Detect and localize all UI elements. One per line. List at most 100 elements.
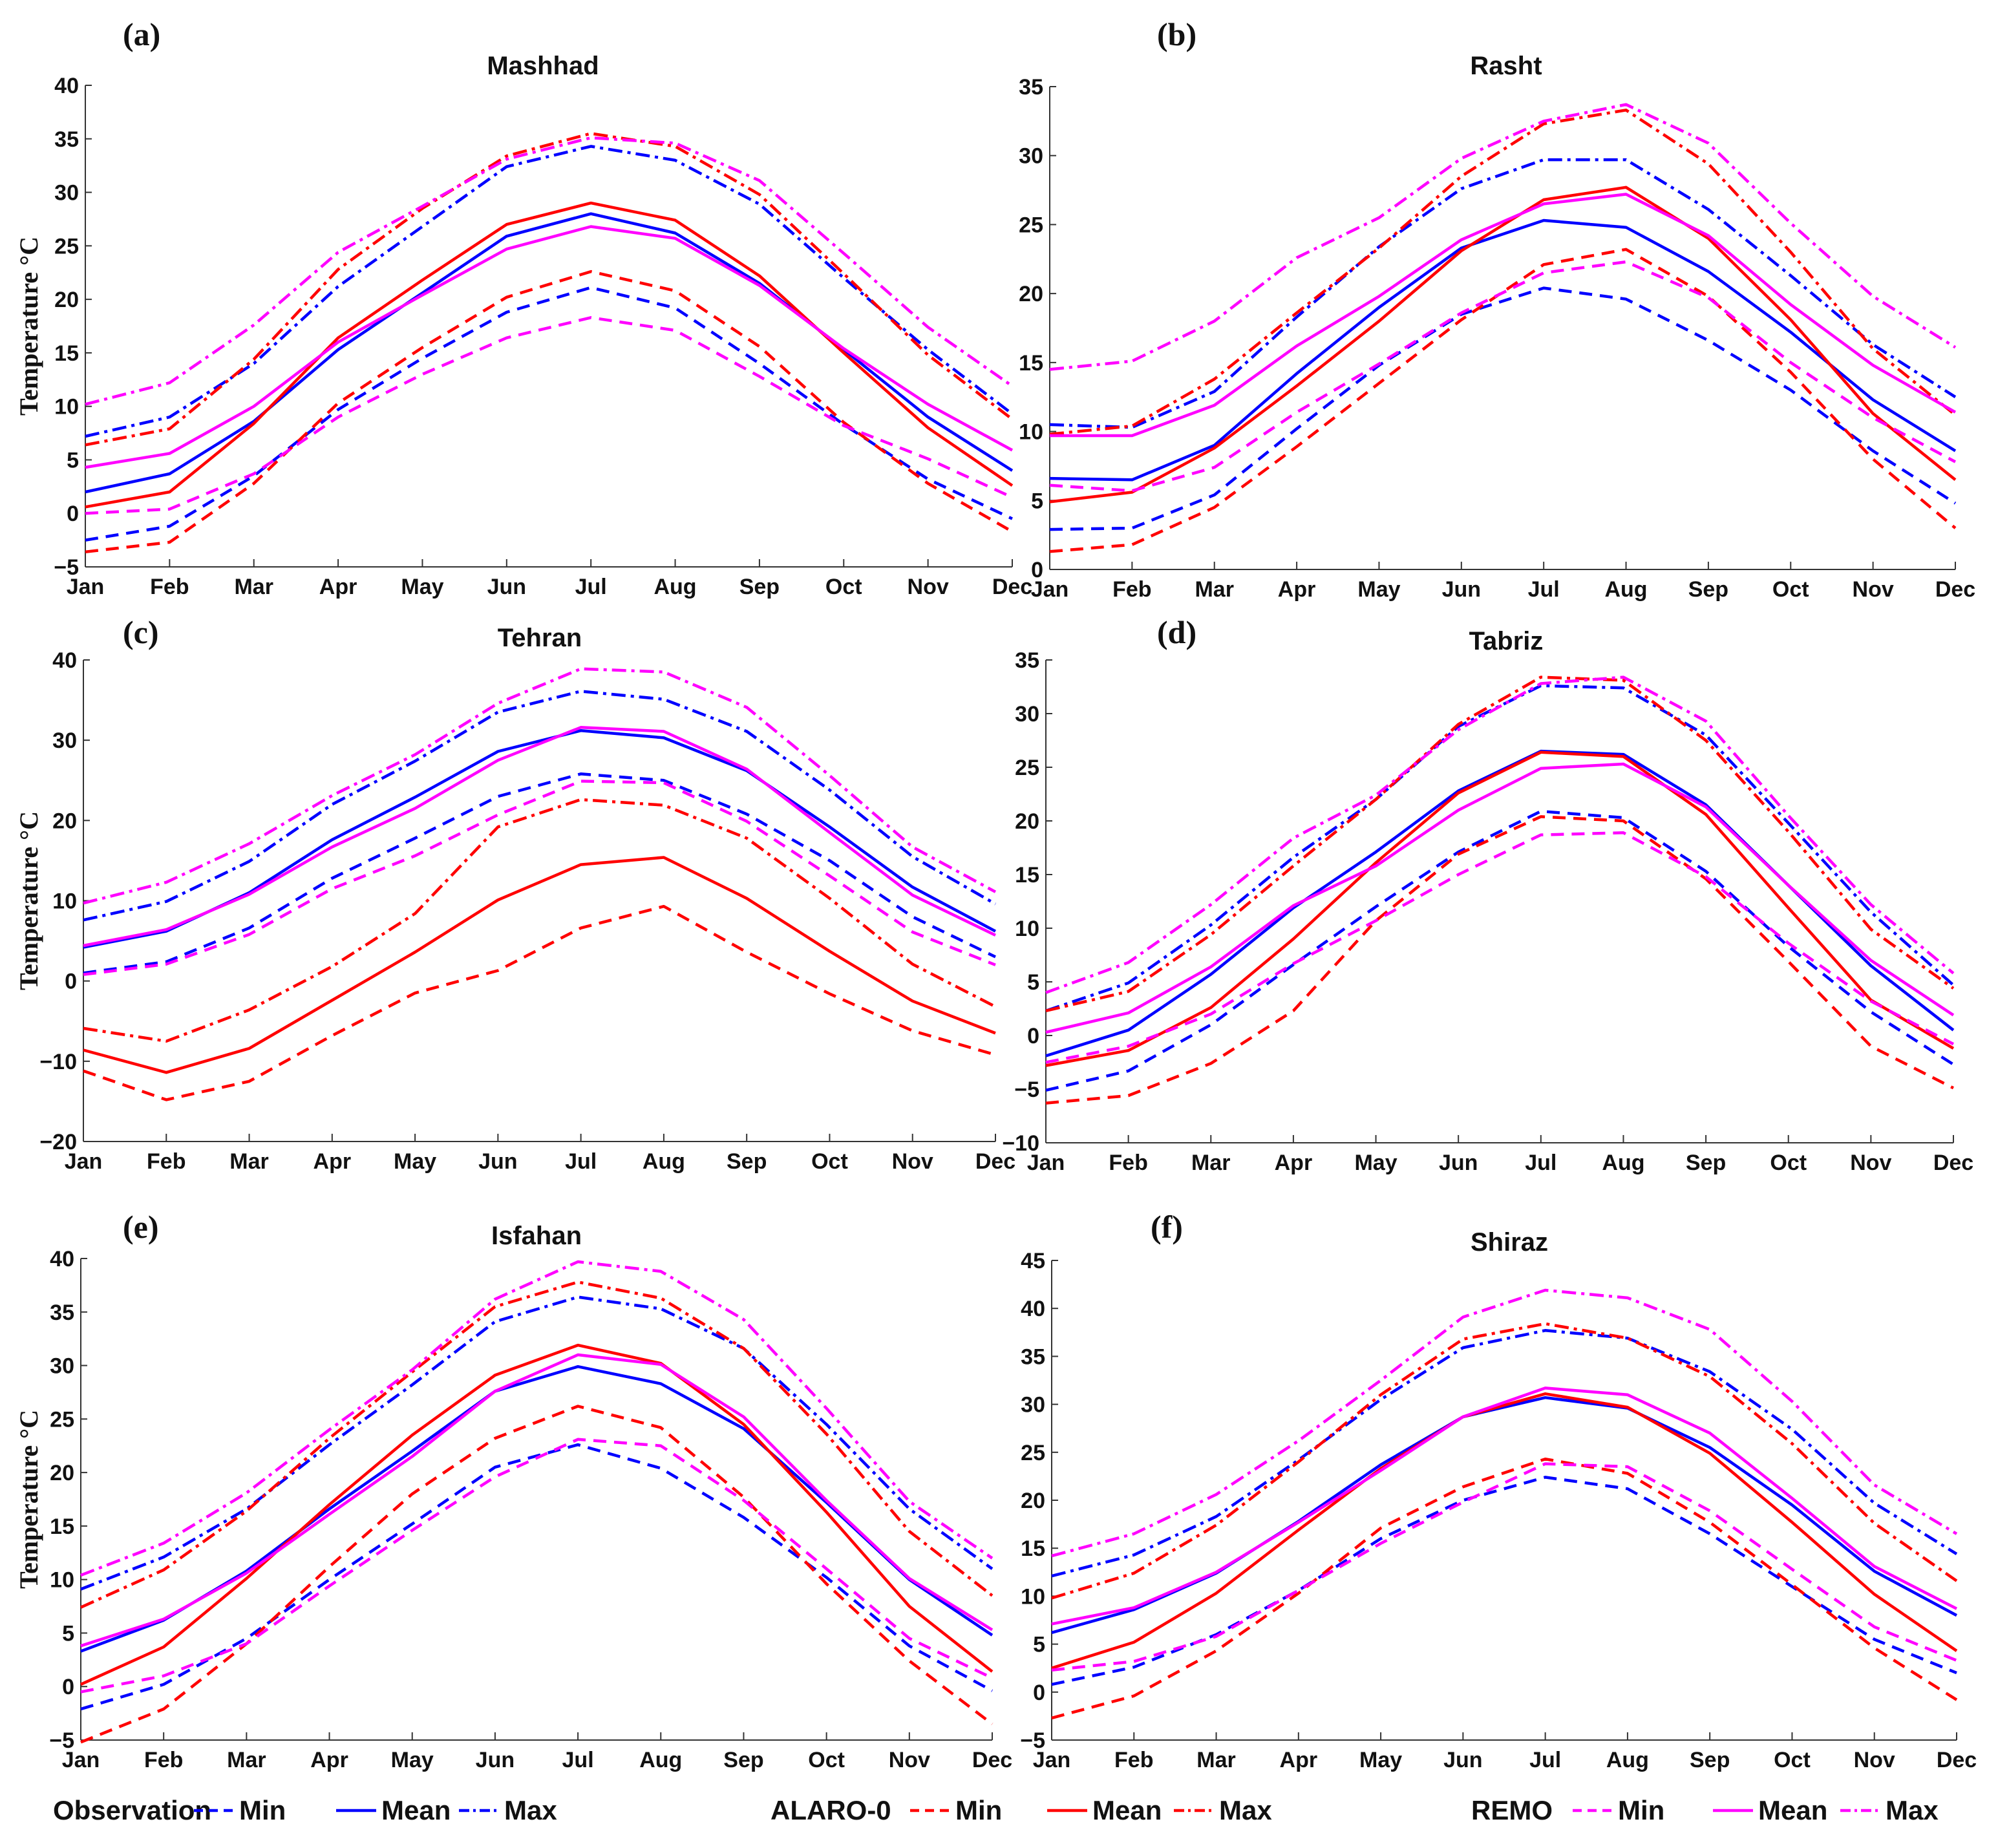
panel-mashhad: −5 0 5 10 15 20 25 30 35 40 Jan Feb Mar Apr May Jun Jul A…: [14, 16, 1032, 599]
y-tick-label: 30: [52, 728, 77, 753]
x-tick-label: Dec: [972, 1748, 1012, 1772]
x-tick-label: Aug: [639, 1748, 682, 1772]
y-tick-label: 25: [1021, 1441, 1045, 1465]
series-line-alaro-0-max: [1049, 109, 1957, 436]
legend-item-mean: Mean: [381, 1795, 451, 1825]
y-axis-label: Temperature °C: [14, 237, 43, 416]
panel-rasht: 0 5 10 15 20 25 30 35 Jan Feb Mar Apr May Jun Jul Aug Se…: [1019, 16, 1975, 602]
series-line-alaro-0-max: [1045, 675, 1955, 1012]
x-tick-label: Nov: [1853, 577, 1894, 602]
y-tick-label: 5: [62, 1621, 74, 1646]
x-tick-label: Sep: [1690, 1748, 1730, 1772]
panel-label: (d): [1157, 614, 1196, 650]
y-tick-label: 40: [54, 74, 79, 98]
x-tick-label: Jul: [1525, 1151, 1557, 1175]
y-tick-label: 15: [1015, 863, 1039, 887]
series-line-observation-max: [85, 145, 1014, 438]
x-tick-label: Jun: [478, 1149, 517, 1174]
series-line-alaro-0-max: [1051, 1322, 1958, 1600]
x-tick-label: May: [1354, 1151, 1397, 1175]
legend-group-label: REMO: [1471, 1795, 1553, 1825]
y-tick-label: 30: [50, 1354, 74, 1379]
y-tick-label: 45: [1021, 1249, 1045, 1273]
x-tick-label: Oct: [811, 1149, 848, 1174]
series-line-remo-min: [1045, 831, 1955, 1064]
y-tick-label: 10: [54, 395, 79, 420]
y-tick-label: 35: [1021, 1344, 1045, 1369]
y-axis-label: Temperature °C: [14, 811, 43, 990]
y-tick-label: 0: [67, 502, 79, 526]
series-line-alaro-0-mean: [80, 1343, 994, 1686]
series-line-alaro-0-mean: [85, 201, 1014, 509]
x-tick-label: Nov: [1854, 1748, 1895, 1772]
panel-tabriz: −10 −5 0 5 10 15 20 25 30 35 Jan Feb Mar Apr May Jun Jul…: [1002, 614, 1973, 1175]
x-tick-label: Jun: [487, 575, 526, 599]
x-tick-label: Sep: [739, 575, 780, 599]
series-line-observation-min: [1045, 809, 1955, 1092]
panel-title: Mashhad: [487, 52, 599, 80]
x-tick-label: Mar: [234, 575, 273, 599]
x-tick-label: Jul: [562, 1748, 594, 1772]
y-tick-label: 10: [1019, 420, 1043, 445]
series-line-observation-max: [1049, 158, 1957, 429]
x-tick-label: Mar: [1191, 1151, 1230, 1175]
legend-item-min: Min: [955, 1795, 1002, 1825]
y-tick-label: −5: [1020, 1728, 1045, 1753]
y-tick-label: 10: [50, 1568, 74, 1593]
legend-group-label: ALARO-0: [771, 1795, 891, 1825]
y-tick-label: 20: [1015, 809, 1039, 834]
x-tick-label: Dec: [1937, 1748, 1977, 1772]
x-tick-label: Apr: [310, 1748, 348, 1772]
x-tick-label: Jul: [1529, 1748, 1561, 1772]
series-line-remo-mean: [1051, 1386, 1958, 1626]
series-line-remo-min: [83, 780, 996, 976]
x-tick-label: Mar: [227, 1748, 266, 1772]
x-tick-label: Dec: [1935, 577, 1975, 602]
legend-item-min: Min: [239, 1795, 286, 1825]
x-tick-label: Sep: [1686, 1151, 1726, 1175]
series-line-remo-max: [1045, 675, 1955, 994]
y-tick-label: 5: [1027, 970, 1039, 995]
x-tick-label: Jun: [476, 1748, 515, 1772]
series-line-alaro-0-min: [1049, 248, 1957, 553]
panel-title: Tehran: [498, 624, 582, 652]
y-tick-label: 40: [50, 1247, 74, 1271]
x-tick-label: Apr: [314, 1149, 352, 1174]
y-tick-label: 35: [1015, 648, 1039, 673]
x-tick-label: Jan: [1031, 577, 1069, 602]
y-tick-label: −10: [1002, 1131, 1039, 1156]
legend-group-label: Observation: [53, 1795, 211, 1825]
series-line-remo-mean: [80, 1353, 994, 1648]
series-line-observation-mean: [83, 729, 997, 949]
y-tick-label: 15: [1021, 1536, 1045, 1561]
panel-title: Isfahan: [491, 1222, 582, 1250]
series-line-remo-mean: [1050, 193, 1957, 438]
x-tick-label: Nov: [892, 1149, 933, 1174]
x-tick-label: Jun: [1442, 577, 1481, 602]
x-tick-label: Dec: [1933, 1151, 1973, 1175]
series-line-alaro-0-mean: [1051, 1392, 1958, 1670]
x-tick-label: Feb: [1114, 1748, 1153, 1772]
y-tick-label: 10: [1015, 917, 1039, 941]
x-tick-label: May: [1359, 1748, 1402, 1772]
series-line-alaro-0-min: [83, 904, 996, 1101]
y-tick-label: 25: [1019, 213, 1043, 237]
x-tick-label: May: [1357, 577, 1400, 602]
x-tick-label: Mar: [229, 1149, 268, 1174]
x-tick-label: Sep: [727, 1149, 767, 1174]
x-tick-label: Feb: [1112, 577, 1151, 602]
series-line-alaro-0-max: [85, 132, 1014, 447]
series-line-alaro-0-min: [80, 1405, 994, 1744]
series-line-observation-max: [1045, 684, 1955, 1012]
x-tick-label: Mar: [1196, 1748, 1235, 1772]
panel-label: (e): [123, 1209, 159, 1245]
x-tick-label: May: [394, 1149, 436, 1174]
y-tick-label: 15: [1019, 351, 1043, 376]
y-tick-label: 20: [50, 1461, 74, 1485]
series-line-remo-min: [80, 1438, 993, 1694]
x-tick-label: Apr: [1280, 1748, 1318, 1772]
y-tick-label: 40: [1021, 1297, 1045, 1321]
y-tick-label: 30: [1021, 1393, 1045, 1418]
x-tick-label: Nov: [1850, 1151, 1891, 1175]
legend-item-mean: Mean: [1758, 1795, 1827, 1825]
